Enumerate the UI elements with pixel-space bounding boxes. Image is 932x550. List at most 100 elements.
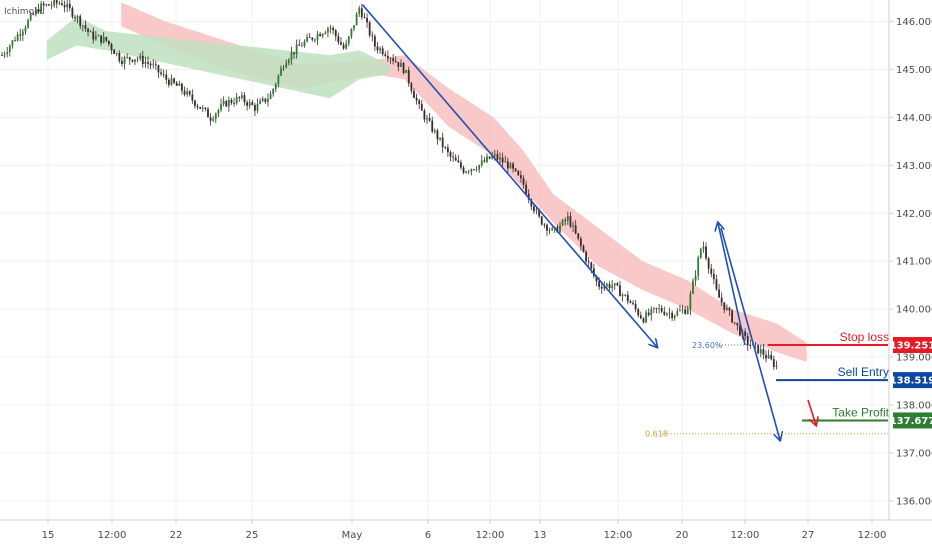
candle-body [595,275,598,282]
candle-body [621,294,624,297]
candle-body [499,157,501,160]
y-tick-label: 143.000 [896,161,932,172]
candle-body [295,44,298,55]
candle-body [108,40,110,45]
candle-body [728,307,731,311]
candle-body [74,16,76,18]
candle-body [681,309,684,311]
y-tick-label: 138.000 [896,400,932,411]
candle-body [715,279,718,290]
candle-body [165,74,168,80]
candle-body [76,16,79,18]
candle-body [460,162,462,168]
candle-body [366,17,368,23]
candle-body [637,309,640,316]
candle-body [626,294,629,302]
candle-body [84,25,87,29]
y-tick-label: 144.000 [896,113,932,124]
candle-body [572,225,574,227]
candle-body [147,62,149,64]
x-tick-label: 12:00 [476,530,505,541]
candle-body [173,78,175,83]
candle-body [439,137,441,140]
candle-body [100,35,102,43]
y-tick-label: 137.000 [896,448,932,459]
candle-body [449,152,452,157]
candle-body [87,28,89,32]
candle-body [121,60,123,65]
candle-body [593,268,595,276]
candle-body [45,4,48,6]
x-tick-label: 20 [676,530,689,541]
candle-body [480,160,483,166]
candle-body [488,156,491,159]
candle-body [259,100,262,104]
candle-body [160,72,162,74]
candle-body [574,225,577,234]
trend-arrow-1 [361,4,657,347]
price-tag-profit [893,412,932,429]
candle-body [89,31,92,33]
candle-body [603,285,606,289]
candle-body [102,37,105,43]
candle-body [775,365,778,367]
candle-body [413,90,415,98]
candle-body [327,28,329,33]
candle-body [533,206,535,212]
candle-body [233,103,235,104]
candle-body [530,199,533,207]
candle-body [319,33,322,37]
candle-body [141,55,144,65]
candle-body [152,64,155,66]
candle-body [21,31,24,36]
candle-body [207,108,209,118]
candle-body [134,59,136,62]
candle-body [16,34,19,41]
candle-body [204,107,207,109]
candle-body [556,226,559,233]
candle-body [525,184,528,194]
candle-body [647,312,650,316]
candle-body [81,25,84,27]
candle-body [37,9,40,12]
candle-body [11,40,14,46]
candle-body [66,3,69,8]
candle-body [426,118,428,120]
candle-body [136,58,139,60]
candle-body [410,83,413,91]
candle-body [384,54,387,57]
x-tick-label: May [342,530,363,541]
candle-body [55,0,58,4]
candle-body [436,130,439,140]
candle-body [400,63,402,67]
candle-body [457,160,460,163]
candle-body [123,57,126,65]
x-tick-label: 12:00 [858,530,887,541]
candle-body [264,98,267,102]
y-tick-label: 141.000 [896,257,932,268]
candle-body [58,3,61,5]
candle-body [97,35,100,37]
candle-body [699,249,702,258]
candle-body [48,4,50,6]
candle-body [178,83,181,86]
candle-body [345,43,348,49]
candle-body [306,37,308,42]
candle-body [611,285,614,288]
candle-body [431,120,434,132]
candle-body [222,100,225,105]
candle-body [8,45,11,53]
candle-body [287,59,290,64]
candle-body [652,307,655,309]
candle-body [282,67,285,69]
candle-body [686,309,689,314]
candle-body [68,3,71,9]
candle-body [379,48,381,51]
candle-body [212,118,215,121]
candle-body [483,160,486,162]
candle-body [324,32,327,34]
candle-body [175,82,178,86]
candle-body [337,36,340,43]
candle-body [27,20,29,28]
